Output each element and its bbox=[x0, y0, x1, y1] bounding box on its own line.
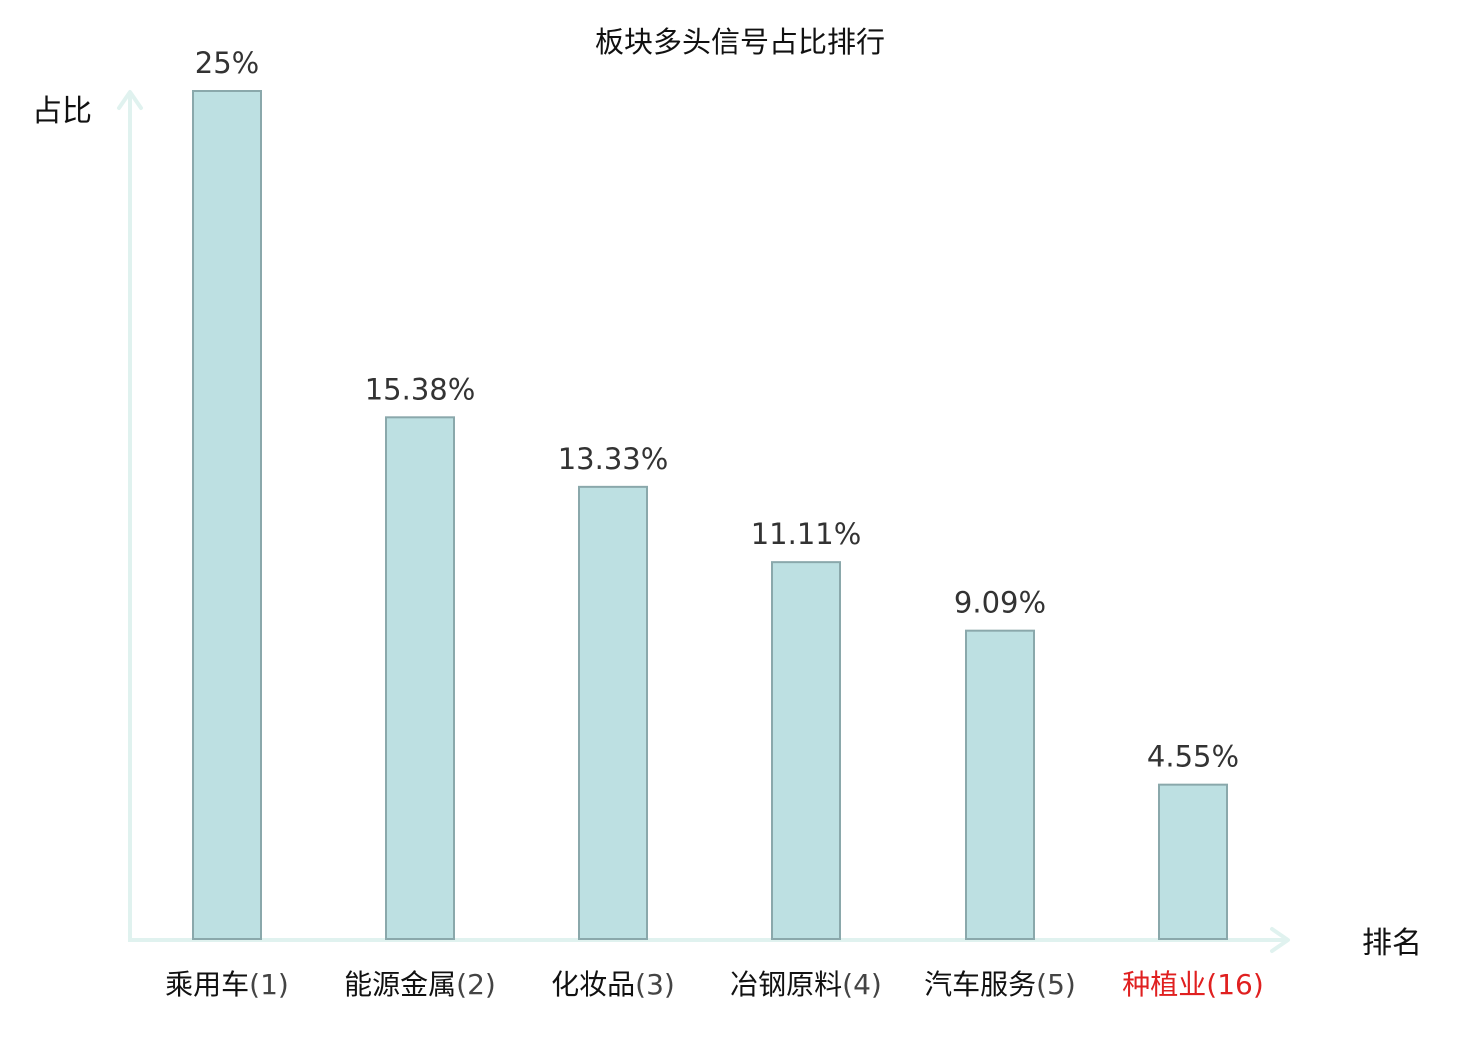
value-labels-group: 25% 15.38% 13.33% 11.11% 9.09% 4.55% bbox=[195, 46, 1239, 774]
category-label-6: 种植业(16) bbox=[1122, 968, 1264, 1001]
y-axis-title: 占比 bbox=[32, 94, 92, 129]
value-label-3: 13.33% bbox=[558, 442, 669, 476]
category-name-2: 能源金属 bbox=[344, 968, 456, 1001]
category-label-4: 冶钢原料(4) bbox=[730, 968, 882, 1001]
bars-group bbox=[192, 90, 1228, 940]
category-rank-4: (4) bbox=[842, 968, 882, 1001]
category-label-3: 化妆品(3) bbox=[551, 968, 675, 1001]
y-axis-arrowhead bbox=[117, 90, 143, 110]
category-name-4: 冶钢原料 bbox=[730, 968, 842, 1001]
value-label-6: 4.55% bbox=[1147, 740, 1239, 774]
y-axis bbox=[117, 90, 143, 940]
value-label-4: 11.11% bbox=[751, 517, 862, 551]
category-label-1: 乘用车(1) bbox=[165, 968, 289, 1001]
category-name-6: 种植业 bbox=[1122, 968, 1206, 1001]
category-rank-5: (5) bbox=[1036, 968, 1076, 1001]
category-rank-3: (3) bbox=[635, 968, 675, 1001]
x-axis bbox=[128, 927, 1290, 953]
category-label-5: 汽车服务(5) bbox=[924, 968, 1076, 1001]
bar-6 bbox=[1158, 783, 1228, 940]
x-axis-arrowhead bbox=[1270, 927, 1290, 953]
bar-5 bbox=[965, 629, 1035, 940]
value-label-1: 25% bbox=[195, 46, 259, 80]
category-rank-6: (16) bbox=[1206, 968, 1263, 1001]
bar-2 bbox=[385, 416, 455, 940]
category-label-2: 能源金属(2) bbox=[344, 968, 496, 1001]
category-name-3: 化妆品 bbox=[551, 968, 635, 1001]
category-name-5: 汽车服务 bbox=[924, 968, 1036, 1001]
category-rank-2: (2) bbox=[456, 968, 496, 1001]
category-rank-1: (1) bbox=[249, 968, 289, 1001]
category-name-1: 乘用车 bbox=[165, 968, 249, 1001]
bar-4 bbox=[771, 561, 841, 940]
bar-1 bbox=[192, 90, 262, 940]
value-label-2: 15.38% bbox=[365, 372, 476, 406]
category-labels-group: 乘用车(1) 能源金属(2) 化妆品(3) 冶钢原料(4) 汽车服务(5) 种植业(16) bbox=[165, 968, 1264, 1001]
bar-3 bbox=[578, 485, 648, 940]
chart-title: 板块多头信号占比排行 bbox=[595, 25, 885, 59]
value-label-5: 9.09% bbox=[954, 586, 1046, 620]
x-axis-title: 排名 bbox=[1362, 926, 1422, 961]
